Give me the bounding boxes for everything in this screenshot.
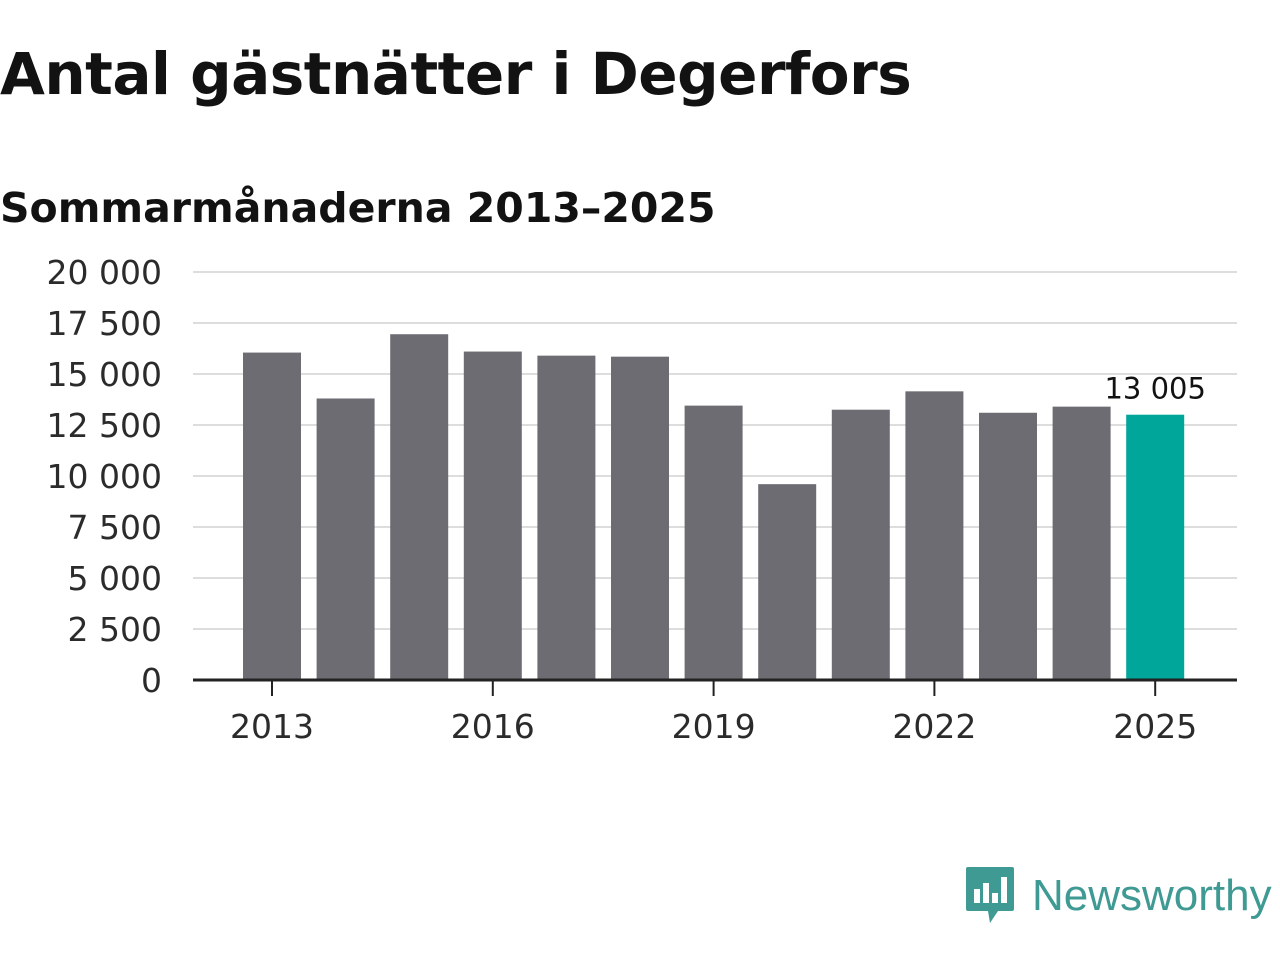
data-labels: 13 005	[1104, 372, 1205, 406]
bar-2017	[537, 355, 596, 680]
bar-2015	[390, 334, 449, 680]
y-tick-label: 7 500	[68, 508, 162, 547]
bar-2022	[905, 391, 964, 680]
brand-name: Newsworthy	[1032, 871, 1272, 920]
y-axis-tick-labels: 0 2 500 5 000 7 500 10 000 12 500 15 000 17 500…	[47, 253, 162, 700]
y-tick-label: 0	[141, 661, 162, 700]
x-tick-label: 2016	[451, 707, 535, 746]
y-tick-label: 2 500	[68, 610, 162, 649]
chart-subtitle: Sommarmånaderna 2013–2025	[0, 184, 716, 232]
chart-title: Antal gästnätter i Degerfors	[0, 40, 912, 108]
x-axis	[193, 678, 1237, 696]
y-tick-label: 5 000	[68, 559, 162, 598]
y-tick-label: 10 000	[47, 457, 162, 496]
x-tick-label: 2022	[892, 707, 976, 746]
x-tick-label: 2013	[230, 707, 314, 746]
newsworthy-logo-icon	[966, 867, 1014, 923]
y-tick-label: 15 000	[47, 355, 162, 394]
bar-2025	[1126, 414, 1185, 680]
y-tick-label: 12 500	[47, 406, 162, 445]
data-label: 13 005	[1104, 372, 1205, 406]
bar-2013	[243, 352, 301, 680]
brand: Newsworthy	[964, 860, 1272, 932]
bar-2020	[758, 484, 817, 680]
bars	[243, 334, 1185, 680]
x-tick-label: 2025	[1113, 707, 1197, 746]
y-tick-label: 17 500	[47, 304, 162, 343]
bar-2014	[316, 398, 375, 680]
bar-2023	[979, 412, 1037, 680]
y-tick-label: 20 000	[47, 253, 162, 292]
bar-2018	[611, 356, 669, 680]
x-axis-tick-labels: 2013 2016 2019 2022 2025	[230, 707, 1197, 746]
x-tick-label: 2019	[672, 707, 756, 746]
bar-2021	[831, 409, 890, 680]
bar-2016	[463, 351, 522, 680]
bar-2024	[1052, 406, 1111, 680]
bar-2019	[684, 405, 743, 680]
